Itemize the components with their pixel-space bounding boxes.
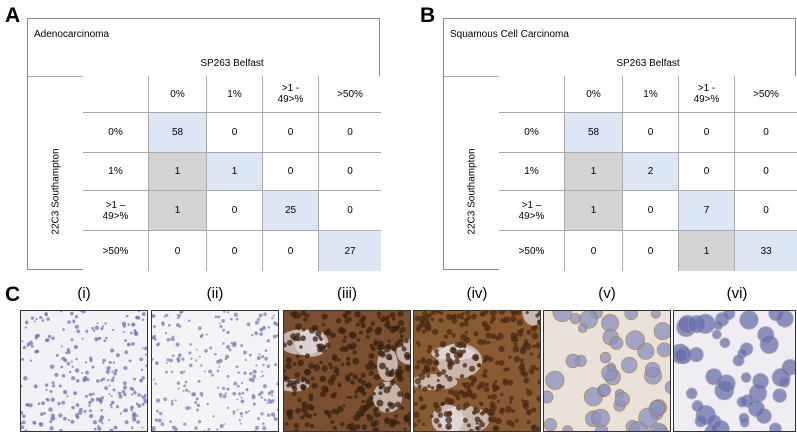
image-label: (iii) (337, 285, 357, 302)
table-cell: >1 - 49>% (263, 76, 319, 113)
table-cell: 0 (149, 231, 207, 271)
table-cell: 1% (207, 76, 263, 113)
table-cell: 1% (83, 153, 149, 191)
table-cell: 0 (623, 113, 679, 153)
table-cell: 0 (263, 231, 319, 271)
table-cell: 1 (149, 153, 207, 191)
table-cell: 1% (499, 153, 565, 191)
column-group: SP263 Belfast (200, 58, 264, 69)
row-group: 22C3 Southampton (50, 148, 61, 235)
table-cell: >1 – 49>% (499, 191, 565, 231)
image-label: (i) (77, 285, 91, 302)
table-cell: 0 (319, 191, 381, 231)
table-title: Adenocarcinoma (34, 29, 110, 40)
table-cell: 7 (679, 191, 735, 231)
table-cell: 0% (149, 76, 207, 113)
image-label: (vi) (726, 285, 748, 302)
table-cell: 0 (263, 153, 319, 191)
table-cell: 1 (679, 231, 735, 271)
micrograph (20, 310, 148, 432)
table-cell: >1 – 49>% (83, 191, 149, 231)
table-cell: 0 (735, 191, 797, 231)
panel-label: C (5, 283, 21, 306)
table-title: Squamous Cell Carcinoma (450, 29, 569, 40)
table-cell: 0 (623, 191, 679, 231)
table-cell: 0 (319, 113, 381, 153)
micrograph (283, 310, 411, 432)
table-cell: 0 (207, 191, 263, 231)
image-label: (iv) (466, 285, 488, 302)
table-cell: 1% (623, 76, 679, 113)
table-cell: 0 (679, 113, 735, 153)
micrograph (673, 310, 796, 432)
table-cell: 0 (207, 231, 263, 271)
panel-label: B (420, 4, 436, 27)
micrograph (413, 310, 541, 432)
table-cell: 1 (565, 153, 623, 191)
table-cell: 0 (735, 153, 797, 191)
table-cell: 25 (263, 191, 319, 231)
table-cell: 0 (263, 113, 319, 153)
table-cell: 0 (679, 153, 735, 191)
table-cell: >50% (83, 231, 149, 271)
table-cell: >1 - 49>% (679, 76, 735, 113)
table-cell: 58 (149, 113, 207, 153)
image-label: (ii) (206, 285, 224, 302)
micrograph (543, 310, 671, 432)
table-cell: >50% (735, 76, 797, 113)
table-cell: 33 (735, 231, 797, 271)
table-cell (83, 76, 149, 113)
row-group: 22C3 Southampton (466, 148, 477, 235)
table: Squamous Cell Carcinoma SP263 Belfast 22C3… (443, 18, 797, 271)
table-cell: 27 (319, 231, 381, 271)
table-cell: 0 (565, 231, 623, 271)
table-cell: 0 (735, 113, 797, 153)
table-cell: 0 (319, 153, 381, 191)
table-cell: >50% (319, 76, 381, 113)
table-cell: >50% (499, 231, 565, 271)
table-cell: 0 (207, 113, 263, 153)
table-cell: 58 (565, 113, 623, 153)
micrograph (151, 310, 279, 432)
table-cell: 0% (83, 113, 149, 153)
table-cell: 1 (565, 191, 623, 231)
panel-label: A (5, 4, 21, 27)
table-cell: 0% (499, 113, 565, 153)
image-label: (v) (598, 285, 616, 302)
table-cell: 2 (623, 153, 679, 191)
table-cell: 0% (565, 76, 623, 113)
table-cell (499, 76, 565, 113)
column-group: SP263 Belfast (616, 58, 680, 69)
table-cell: 1 (149, 191, 207, 231)
table-cell: 1 (207, 153, 263, 191)
table-cell: 0 (623, 231, 679, 271)
table: Adenocarcinoma SP263 Belfast 22C3 Southamp… (27, 18, 381, 271)
